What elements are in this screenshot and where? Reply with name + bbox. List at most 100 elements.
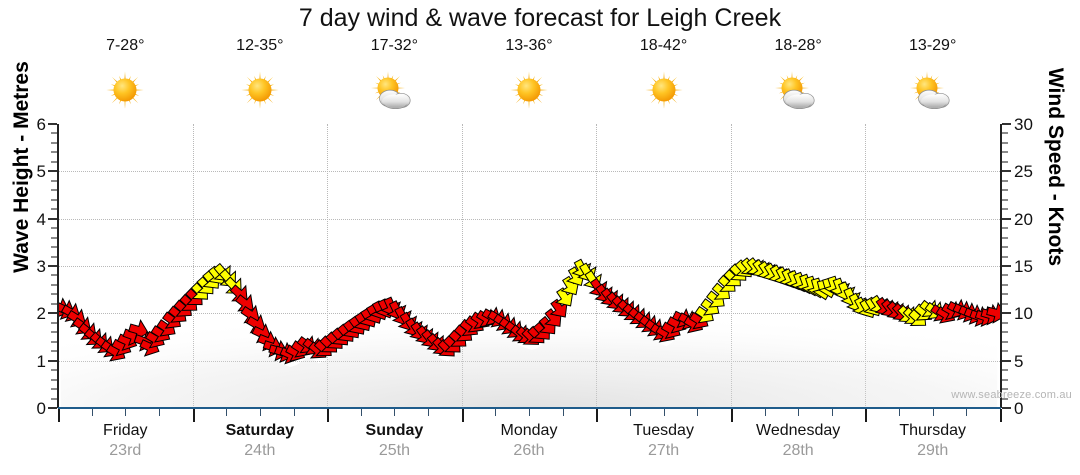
- left-axis-minor-tick: [51, 378, 57, 381]
- right-axis-minor-tick: [1002, 274, 1008, 277]
- left-axis-tick: [48, 312, 57, 315]
- day-temperature-range: 12-35°: [236, 37, 284, 54]
- day-label-tuesday: Tuesday 27th: [597, 421, 731, 461]
- right-axis-minor-tick: [1002, 350, 1008, 353]
- x-axis-day-tick: [58, 409, 60, 422]
- sun-icon: [193, 64, 327, 116]
- left-axis-tick: [48, 407, 57, 409]
- left-axis-minor-tick: [51, 283, 57, 286]
- day-name: Friday: [103, 422, 148, 439]
- day-temperature-range: 13-36°: [505, 37, 553, 54]
- day-temperature-range: 18-28°: [774, 37, 822, 54]
- right-axis-minor-tick: [1002, 293, 1008, 296]
- left-axis-minor-tick: [51, 293, 57, 296]
- left-axis-tick-label: 2: [36, 304, 46, 324]
- day-header-saturday: 12-35°: [193, 38, 327, 116]
- right-axis-minor-tick: [1002, 302, 1008, 305]
- left-axis-minor-tick: [51, 340, 57, 343]
- left-axis-tick-label: 0: [36, 399, 46, 418]
- day-label-monday: Monday 26th: [462, 421, 596, 461]
- day-name: Tuesday: [633, 422, 694, 439]
- left-axis-spine: [57, 124, 59, 408]
- right-axis-minor-tick: [1002, 132, 1008, 135]
- right-axis-minor-tick: [1002, 369, 1008, 372]
- day-name: Wednesday: [756, 422, 841, 439]
- sun-cloud-icon: [327, 64, 461, 116]
- x-axis-minor-tick: [899, 409, 901, 416]
- left-axis-minor-tick: [51, 236, 57, 239]
- x-axis-minor-tick: [259, 409, 261, 416]
- right-axis-minor-tick: [1002, 331, 1008, 334]
- left-axis-tick-label: 1: [36, 351, 46, 371]
- left-axis-tick: [48, 217, 57, 220]
- sun-icon: [462, 64, 596, 116]
- right-axis-tick: [1002, 217, 1011, 220]
- x-axis-minor-tick: [697, 409, 699, 416]
- right-axis-minor-tick: [1002, 189, 1008, 192]
- left-axis-tick: [48, 123, 57, 125]
- day-name: Monday: [500, 422, 558, 439]
- day-date: 29th: [917, 442, 949, 459]
- right-axis-tick-label: 0: [1014, 399, 1024, 418]
- x-axis-day-tick: [865, 409, 868, 422]
- right-axis-spine: [1000, 124, 1002, 408]
- gridline-day-divider: [865, 124, 867, 408]
- right-axis-tick: [1002, 359, 1011, 362]
- right-axis-tick-label: 15: [1014, 257, 1033, 276]
- gridline-day-divider: [192, 124, 194, 408]
- day-date: 26th: [513, 442, 545, 459]
- right-axis-minor-tick: [1002, 397, 1008, 400]
- x-axis-minor-tick: [125, 409, 127, 416]
- left-axis-minor-tick: [51, 321, 57, 324]
- left-axis-minor-tick: [51, 369, 57, 372]
- sun-icon: [58, 64, 192, 116]
- gridline-horizontal: [58, 171, 1000, 173]
- gridline-day-divider: [730, 124, 732, 408]
- right-axis-minor-tick: [1002, 227, 1008, 230]
- watermark: www.seabreeze.com.au: [951, 389, 1072, 401]
- day-temperature-range: 13-29°: [909, 37, 957, 54]
- left-axis-minor-tick: [51, 132, 57, 135]
- day-name: Saturday: [225, 422, 295, 439]
- right-axis-minor-tick: [1002, 255, 1008, 258]
- x-axis-minor-tick: [226, 409, 228, 416]
- right-axis-tick-label: 25: [1014, 162, 1033, 182]
- x-axis-minor-tick: [932, 409, 934, 416]
- right-axis-minor-tick: [1002, 283, 1008, 286]
- left-axis-tick-label: 6: [36, 115, 46, 134]
- x-axis-minor-tick: [966, 409, 968, 416]
- right-axis-minor-tick: [1002, 179, 1008, 182]
- day-temperature-range: 18-42°: [639, 37, 688, 54]
- right-axis-minor-tick: [1002, 388, 1008, 391]
- left-axis-minor-tick: [51, 274, 57, 277]
- page-title: 7 day wind & wave forecast for Leigh Cre…: [298, 4, 782, 32]
- left-axis-minor-tick: [51, 388, 57, 391]
- x-axis-minor-tick: [91, 409, 93, 416]
- day-label-friday: Friday 23rd: [58, 421, 192, 461]
- gridline-horizontal: [58, 218, 1000, 220]
- left-axis-minor-tick: [51, 151, 57, 154]
- gridline-day-divider: [327, 124, 329, 408]
- sun-cloud-icon: [866, 64, 1000, 116]
- right-axis-tick-label: 10: [1014, 304, 1033, 324]
- day-label-sunday: Sunday 25th: [327, 421, 461, 461]
- gridline-horizontal: [58, 266, 1000, 267]
- left-axis-tick-label: 3: [36, 257, 46, 276]
- left-axis-minor-tick: [51, 227, 57, 230]
- day-label-saturday: Saturday 24th: [193, 421, 327, 461]
- x-axis-minor-tick: [394, 409, 396, 416]
- x-axis-day-tick: [1000, 409, 1002, 422]
- left-axis-tick-label: 5: [36, 162, 46, 182]
- right-axis-tick: [1002, 265, 1011, 267]
- right-axis-minor-tick: [1002, 198, 1008, 201]
- x-axis-day-tick: [461, 409, 464, 422]
- day-date: 25th: [378, 442, 410, 459]
- right-axis-minor-tick: [1002, 141, 1008, 144]
- right-axis-tick: [1002, 312, 1011, 315]
- left-axis-minor-tick: [51, 331, 57, 334]
- left-axis-minor-tick: [51, 302, 57, 305]
- right-axis-minor-tick: [1002, 151, 1008, 154]
- day-date: 24th: [244, 442, 276, 459]
- right-axis-minor-tick: [1002, 160, 1008, 163]
- day-label-wednesday: Wednesday 28th: [731, 421, 865, 461]
